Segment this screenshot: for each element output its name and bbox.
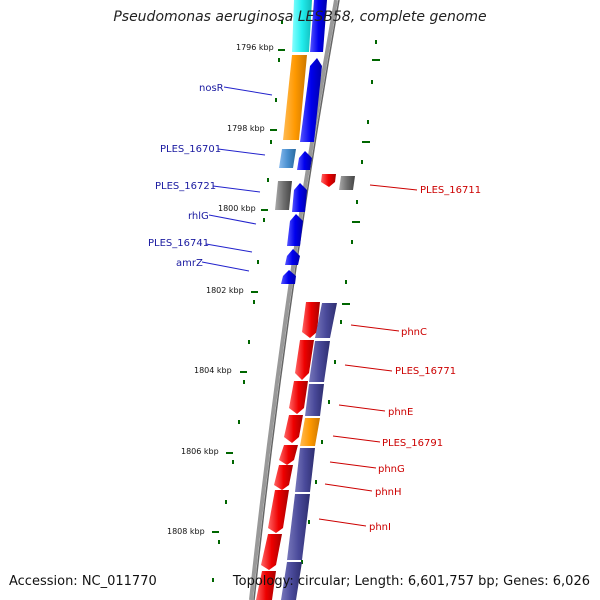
gene-label-PLES_16711[interactable]: PLES_16711 (420, 185, 481, 196)
gene-arrow-PLES_16701[interactable] (297, 151, 312, 170)
gene-arrow-rhlG[interactable] (287, 214, 303, 246)
gene-arrow-phnI[interactable] (268, 490, 289, 533)
gene-block-gray-right[interactable] (339, 176, 355, 190)
gene-arrow-PLES_16791[interactable] (284, 415, 303, 443)
gene-arrow-PLES_16711[interactable] (321, 174, 336, 187)
gene-block-purple-6[interactable] (281, 562, 302, 600)
gene-label-phnI[interactable]: phnI (369, 522, 391, 533)
gene-block-orange-right[interactable] (300, 418, 320, 446)
gene-arrow-phnG[interactable] (279, 445, 298, 465)
gene-label-phnH[interactable]: phnH (375, 487, 402, 498)
gene-label-rhlG[interactable]: rhlG (188, 211, 209, 222)
gene-block-lightblue[interactable] (279, 149, 296, 168)
gene-arrow-red-10[interactable] (256, 571, 276, 600)
gene-block-purple-1[interactable] (315, 303, 337, 338)
gene-block-purple-5[interactable] (287, 494, 310, 560)
kbp-label-1796: 1796 kbp (236, 43, 274, 52)
gene-arrow-phnH[interactable] (274, 465, 293, 490)
reverse-strand (256, 174, 336, 600)
gene-label-phnG[interactable]: phnG (378, 464, 405, 475)
gene-arrow-nosR[interactable] (300, 58, 322, 142)
right-gene-labels: PLES_16711 phnC PLES_16771 phnE PLES_167… (369, 185, 481, 533)
gene-block-purple-2[interactable] (309, 341, 330, 382)
ruler-ticks (212, 49, 380, 533)
gene-arrow-phnE[interactable] (289, 381, 308, 414)
cog-track-right (281, 176, 355, 600)
gene-label-PLES_16701[interactable]: PLES_16701 (160, 144, 221, 155)
gene-block-orange[interactable] (283, 55, 307, 140)
gene-arrow-blue-1[interactable] (310, 0, 327, 52)
left-leader-lines (201, 86, 273, 272)
gene-label-amrZ[interactable]: amrZ (176, 258, 203, 269)
gene-block-gray[interactable] (275, 181, 292, 210)
gene-label-PLES_16721[interactable]: PLES_16721 (155, 181, 216, 192)
gene-block-purple-4[interactable] (295, 448, 315, 492)
gene-block-purple-3[interactable] (305, 384, 324, 416)
kbp-label-1798: 1798 kbp (227, 124, 265, 133)
gene-label-PLES_16771[interactable]: PLES_16771 (395, 366, 456, 377)
gene-block-cyan[interactable] (292, 0, 312, 52)
gene-label-phnC[interactable]: phnC (401, 327, 427, 338)
kbp-label-1804: 1804 kbp (194, 366, 232, 375)
map-title: Pseudomonas aeruginosa LESB58, complete … (113, 9, 487, 25)
kbp-label-1802: 1802 kbp (206, 286, 244, 295)
left-dotted-track (212, 20, 283, 582)
gene-label-phnE[interactable]: phnE (388, 407, 413, 418)
gene-arrow-red-9[interactable] (261, 534, 282, 570)
topology-text: Topology: circular; Length: 6,601,757 bp… (232, 574, 590, 589)
gene-arrow-amrZ[interactable] (281, 270, 296, 284)
gene-arrow-PLES_16741[interactable] (285, 249, 300, 265)
forward-strand (281, 0, 327, 284)
cog-track (275, 0, 312, 210)
gene-arrow-phnC[interactable] (302, 302, 320, 338)
gene-arrow-PLES_16771[interactable] (295, 340, 314, 380)
kbp-label-1806: 1806 kbp (181, 447, 219, 456)
ruler-labels: 1796 kbp 1798 kbp 1800 kbp 1802 kbp 1804… (167, 43, 274, 536)
left-gene-labels: nosR PLES_16701 PLES_16721 rhlG PLES_167… (148, 83, 224, 269)
accession-text: Accession: NC_011770 (9, 574, 157, 589)
kbp-label-1808: 1808 kbp (167, 527, 205, 536)
gene-label-PLES_16791[interactable]: PLES_16791 (382, 438, 443, 449)
gene-label-PLES_16741[interactable]: PLES_16741 (148, 238, 209, 249)
genome-backbone (249, 0, 338, 600)
kbp-label-1800: 1800 kbp (218, 204, 256, 213)
gene-label-nosR[interactable]: nosR (199, 83, 224, 94)
gene-arrow-PLES_16721[interactable] (292, 183, 307, 212)
genome-backbone-shadow (253, 0, 340, 600)
right-leader-lines (318, 184, 418, 527)
